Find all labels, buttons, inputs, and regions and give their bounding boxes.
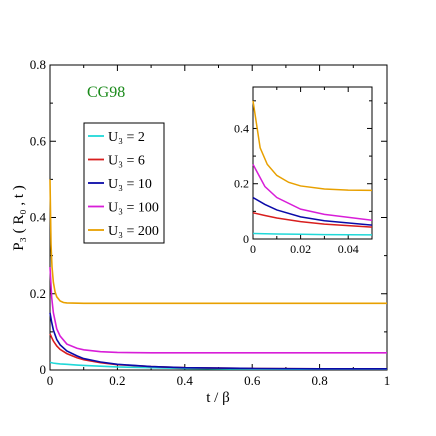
inset-ticks: 0 0.02 0.04 0 0.2 0.4 <box>234 87 373 256</box>
inset-x-tick-label: 0 <box>250 242 256 256</box>
x-tick-label: 0.8 <box>311 373 327 388</box>
inset-series-line <box>252 100 373 192</box>
inset-y-tick-label: 0.2 <box>234 177 249 191</box>
main-series <box>49 179 387 371</box>
inset-series-line <box>252 232 373 236</box>
x-tick-label: 0.2 <box>109 373 125 388</box>
inset-series-line <box>252 212 373 228</box>
y-axis-label: P₃ ( R₀ , t ) <box>11 185 27 250</box>
inset-x-tick-label: 0.04 <box>338 242 359 256</box>
legend-label: U₃ = 6 <box>108 154 145 169</box>
legend-label: U₃ = 200 <box>108 224 159 239</box>
inset-plot-frame <box>252 86 373 240</box>
y-tick-label: 0.2 <box>30 286 46 301</box>
series-line <box>49 312 387 370</box>
inset-series-line <box>252 196 373 226</box>
inset-y-tick-label: 0 <box>243 232 249 246</box>
legend-label: U₃ = 10 <box>108 177 152 192</box>
y-tick-label: 0.4 <box>30 210 47 225</box>
legend-label: U₃ = 2 <box>108 130 145 145</box>
y-tick-label: 0.8 <box>30 57 46 72</box>
x-tick-label: 1 <box>384 373 391 388</box>
series-line <box>49 267 387 354</box>
inset-y-tick-label: 0.4 <box>234 121 249 135</box>
x-tick-label: 0.6 <box>244 373 261 388</box>
inset-series-line <box>252 164 373 221</box>
legend: U₃ = 2 U₃ = 6 U₃ = 10 U₃ = 100 U₃ = 200 <box>83 122 165 244</box>
x-axis-label: t / β <box>206 390 229 406</box>
series-line <box>49 179 387 305</box>
y-tick-label: 0.6 <box>30 133 47 148</box>
chart-annotation: CG98 <box>87 84 125 101</box>
legend-label: U₃ = 100 <box>108 201 159 216</box>
x-tick-label: 0 <box>47 373 54 388</box>
y-tick-label: 0 <box>40 362 47 377</box>
inset-series <box>252 100 373 236</box>
x-tick-label: 0.4 <box>177 373 194 388</box>
inset-x-tick-label: 0.02 <box>290 242 311 256</box>
